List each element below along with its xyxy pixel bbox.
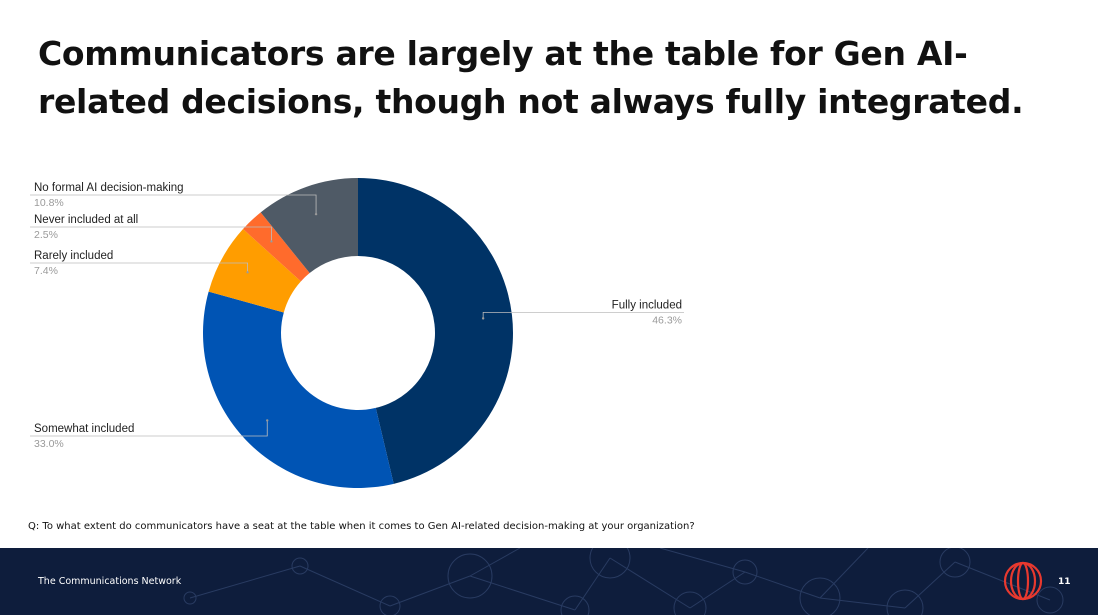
leader-dot-rarely-included [246, 271, 249, 274]
leader-dot-somewhat-included [266, 419, 269, 422]
value-somewhat-included: 33.0% [34, 438, 64, 450]
label-somewhat-included: Somewhat included [34, 423, 134, 435]
leader-line-somewhat-included [30, 420, 268, 437]
survey-question: Q: To what extent do communicators have … [28, 521, 695, 532]
label-no-formal-ai-decision-making: No formal AI decision-making [34, 182, 184, 194]
leader-dot-fully-included [481, 317, 485, 320]
slice-rarely-included [208, 229, 301, 313]
slice-somewhat-included [202, 291, 394, 488]
page-number: 11 [1058, 577, 1071, 587]
donut-chart: Fully included 46.3% Somewhat included 33.0… [30, 178, 684, 488]
slice-fully-included [358, 178, 513, 484]
footer-organization: The Communications Network [38, 576, 182, 587]
leader-dot-never-included-at-all [270, 240, 273, 243]
leader-line-rarely-included [30, 262, 248, 273]
concentric-rings-logo-icon [1003, 561, 1043, 601]
value-rarely-included: 7.4% [34, 265, 58, 277]
slice-never-included-at-all [243, 212, 310, 282]
value-never-included-at-all: 2.5% [34, 229, 58, 241]
leader-line-no-formal-ai-decision-making [30, 194, 317, 215]
leader-line-never-included-at-all [30, 226, 272, 242]
footer-bar: The Communications Network 11 [0, 548, 1098, 615]
leader-line-fully-included [482, 311, 684, 319]
leader-dot-no-formal-ai-decision-making [314, 212, 318, 216]
value-no-formal-ai-decision-making: 10.8% [34, 197, 64, 209]
label-rarely-included: Rarely included [34, 250, 113, 262]
value-fully-included: 46.3% [652, 314, 682, 326]
label-never-included-at-all: Never included at all [34, 214, 138, 226]
network-pattern-background [183, 548, 1064, 615]
slice-no-formal-ai-decision-making [260, 178, 358, 274]
slide-title: Communicators are largely at the table f… [38, 34, 1024, 121]
label-fully-included: Fully included [612, 299, 682, 311]
